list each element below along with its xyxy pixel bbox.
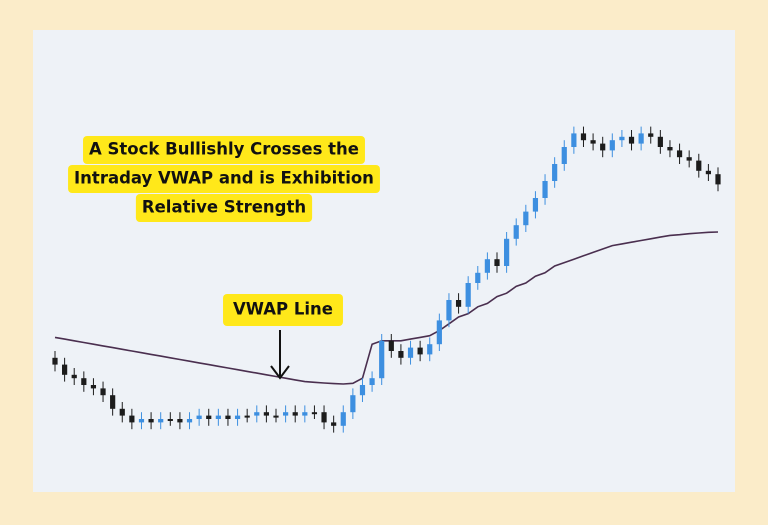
candle-body bbox=[446, 300, 452, 321]
candle-body bbox=[71, 374, 77, 379]
candle-body bbox=[234, 415, 241, 419]
candle-body bbox=[283, 412, 289, 416]
candle-body bbox=[158, 419, 164, 423]
candle-body bbox=[705, 170, 711, 175]
candle-body bbox=[417, 347, 423, 355]
candle-body bbox=[196, 415, 202, 419]
candle-body bbox=[619, 136, 625, 141]
candle-body bbox=[254, 412, 260, 416]
candle-body bbox=[129, 415, 135, 423]
candle-body bbox=[244, 415, 250, 418]
candle-body bbox=[167, 419, 173, 421]
annotation-text: Relative Strength bbox=[142, 198, 306, 217]
candle-body bbox=[311, 412, 318, 415]
candle-body bbox=[504, 238, 510, 266]
candle-body bbox=[331, 422, 337, 426]
candle-body bbox=[340, 412, 346, 426]
candle-body bbox=[177, 419, 183, 423]
vwap-line bbox=[54, 231, 719, 385]
candle-body bbox=[292, 412, 298, 416]
candle-body bbox=[350, 395, 356, 413]
candle-body bbox=[465, 283, 471, 307]
annotations: A Stock Bullishly Crosses the Intraday VW… bbox=[68, 136, 380, 326]
candle-body bbox=[379, 340, 385, 379]
candle-body bbox=[263, 412, 269, 416]
candle-body bbox=[523, 211, 529, 226]
label-highlight bbox=[83, 136, 365, 164]
candle-body bbox=[609, 140, 615, 151]
candle-body bbox=[215, 415, 221, 419]
candle-body bbox=[542, 181, 548, 198]
candle-body bbox=[494, 259, 500, 266]
candle-body bbox=[561, 147, 567, 164]
candle-body bbox=[552, 164, 558, 181]
candle-body bbox=[100, 388, 106, 396]
candle-body bbox=[580, 133, 587, 141]
candle-body bbox=[225, 415, 231, 419]
candle-body bbox=[81, 378, 87, 385]
candle-body bbox=[119, 408, 125, 416]
candle-body bbox=[110, 395, 116, 409]
candle-body bbox=[600, 143, 606, 151]
candle-body bbox=[321, 412, 327, 423]
candle-body bbox=[571, 133, 577, 147]
annotation-text: A Stock Bullishly Crosses the bbox=[89, 140, 359, 159]
candle-body bbox=[484, 259, 490, 273]
annotation-text: Intraday VWAP and is Exhibition bbox=[74, 169, 374, 188]
panel bbox=[33, 30, 735, 492]
arrow-head bbox=[270, 365, 290, 380]
candle-body bbox=[628, 136, 635, 144]
candle-body bbox=[475, 272, 481, 283]
candle-body bbox=[388, 340, 394, 351]
candle-body bbox=[686, 157, 692, 161]
candle-body bbox=[638, 133, 644, 144]
candle-body bbox=[676, 150, 683, 158]
candle-body bbox=[427, 344, 433, 355]
candle-body bbox=[52, 357, 58, 365]
candle-body bbox=[696, 160, 702, 171]
candle-body bbox=[657, 136, 663, 147]
candle-body bbox=[407, 347, 414, 358]
candle-body bbox=[648, 133, 654, 137]
annotation-text: VWAP Line bbox=[233, 300, 333, 319]
candle-body bbox=[513, 225, 519, 239]
candles bbox=[52, 126, 721, 433]
candle-body bbox=[273, 415, 279, 418]
candle-body bbox=[369, 378, 375, 385]
label-highlight bbox=[135, 194, 313, 222]
candle-body bbox=[302, 412, 308, 416]
candle-body bbox=[715, 174, 721, 185]
candle-body bbox=[532, 198, 539, 212]
candle-body bbox=[667, 147, 673, 151]
candle-body bbox=[148, 419, 154, 423]
candle-body bbox=[359, 385, 366, 396]
candle-body bbox=[90, 385, 97, 389]
candle-body bbox=[590, 140, 596, 144]
label-highlight bbox=[68, 165, 380, 193]
candle-body bbox=[398, 351, 404, 358]
candle-body bbox=[455, 300, 462, 307]
label-highlight bbox=[223, 294, 343, 326]
candle-body bbox=[186, 419, 193, 423]
candle-body bbox=[62, 364, 68, 375]
candle-body bbox=[206, 415, 212, 419]
candle-body bbox=[138, 419, 145, 423]
candle-body bbox=[436, 320, 442, 345]
